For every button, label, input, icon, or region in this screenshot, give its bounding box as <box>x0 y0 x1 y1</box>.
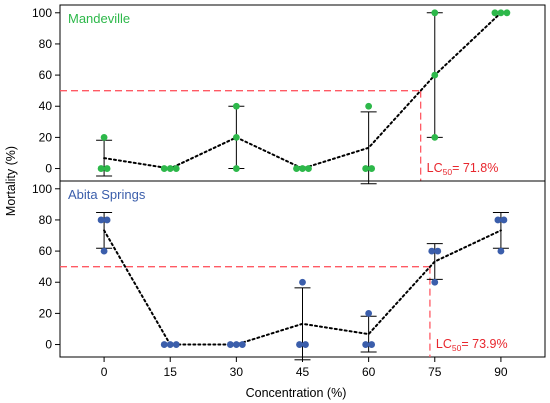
data-point <box>491 9 499 17</box>
lc50-label: LC50= 71.8% <box>427 161 499 177</box>
data-point <box>232 341 240 348</box>
y-tick-label: 20 <box>39 130 53 144</box>
data-point <box>232 165 240 172</box>
data-point <box>226 341 234 348</box>
y-tick-label: 40 <box>39 275 53 289</box>
data-point <box>368 341 376 348</box>
data-point <box>238 341 246 348</box>
y-tick-label: 0 <box>45 338 52 352</box>
x-tick-label: 90 <box>494 365 508 379</box>
data-point <box>497 9 505 17</box>
x-tick-label: 45 <box>296 365 310 379</box>
data-point <box>103 216 111 224</box>
data-point <box>172 165 180 172</box>
lc50-label: LC50= 73.9% <box>436 337 508 353</box>
data-point <box>302 341 309 348</box>
data-point <box>160 165 168 172</box>
y-tick-label: 40 <box>39 99 53 113</box>
data-point <box>97 165 105 172</box>
data-point <box>431 9 439 17</box>
data-point <box>434 247 442 255</box>
data-point <box>232 133 240 141</box>
data-point <box>166 165 174 172</box>
y-tick-label: 60 <box>39 68 53 82</box>
data-point <box>431 133 439 141</box>
y-tick-label: 60 <box>39 244 53 258</box>
data-point <box>97 216 105 224</box>
data-point <box>305 165 312 172</box>
x-axis-title: Concentration (%) <box>246 386 347 400</box>
data-point <box>293 165 300 172</box>
data-point <box>503 9 511 17</box>
panel-label: Abita Springs <box>68 187 146 202</box>
y-tick-label: 80 <box>39 37 53 51</box>
x-tick-label: 60 <box>362 365 376 379</box>
panel-abita-springs: 0 20 40 60 80 100 Abita Springs LC50= 73.9% <box>32 180 546 361</box>
x-tick-label: 30 <box>230 365 244 379</box>
panel-mandeville: 0 20 40 60 80 100 Mandeville LC50= 71.8% <box>32 4 546 185</box>
data-point <box>431 278 439 286</box>
data-point <box>362 341 370 348</box>
data-point <box>365 309 373 317</box>
data-point <box>100 133 108 141</box>
data-point <box>100 247 108 255</box>
data-point <box>296 341 303 348</box>
data-point <box>365 102 373 110</box>
y-axis-title: Mortality (%) <box>4 146 18 216</box>
data-point <box>172 341 180 348</box>
data-point <box>431 71 439 79</box>
y-tick-label: 80 <box>39 213 53 227</box>
data-point <box>103 165 111 172</box>
y-tick-label: 20 <box>39 306 53 320</box>
data-point <box>500 216 508 224</box>
data-point <box>362 165 370 172</box>
y-tick-label: 100 <box>32 6 52 20</box>
y-tick-label: 0 <box>45 162 52 176</box>
panel-frame <box>59 4 546 182</box>
data-point <box>497 247 505 255</box>
data-point <box>166 341 174 348</box>
data-point <box>160 341 168 348</box>
data-point <box>428 247 436 255</box>
data-point <box>299 278 306 286</box>
data-point <box>232 102 240 110</box>
panel-label: Mandeville <box>68 11 130 26</box>
plot-area: 0 20 40 60 80 100 Mandeville LC50= 71.8% 0 20 40 60… <box>32 4 546 379</box>
x-tick-label: 15 <box>164 365 178 379</box>
data-point <box>299 165 306 172</box>
x-tick-label: 0 <box>101 365 108 379</box>
x-tick-label: 75 <box>428 365 442 379</box>
y-tick-label: 100 <box>32 182 52 196</box>
data-point <box>494 216 502 224</box>
data-point <box>368 165 376 172</box>
